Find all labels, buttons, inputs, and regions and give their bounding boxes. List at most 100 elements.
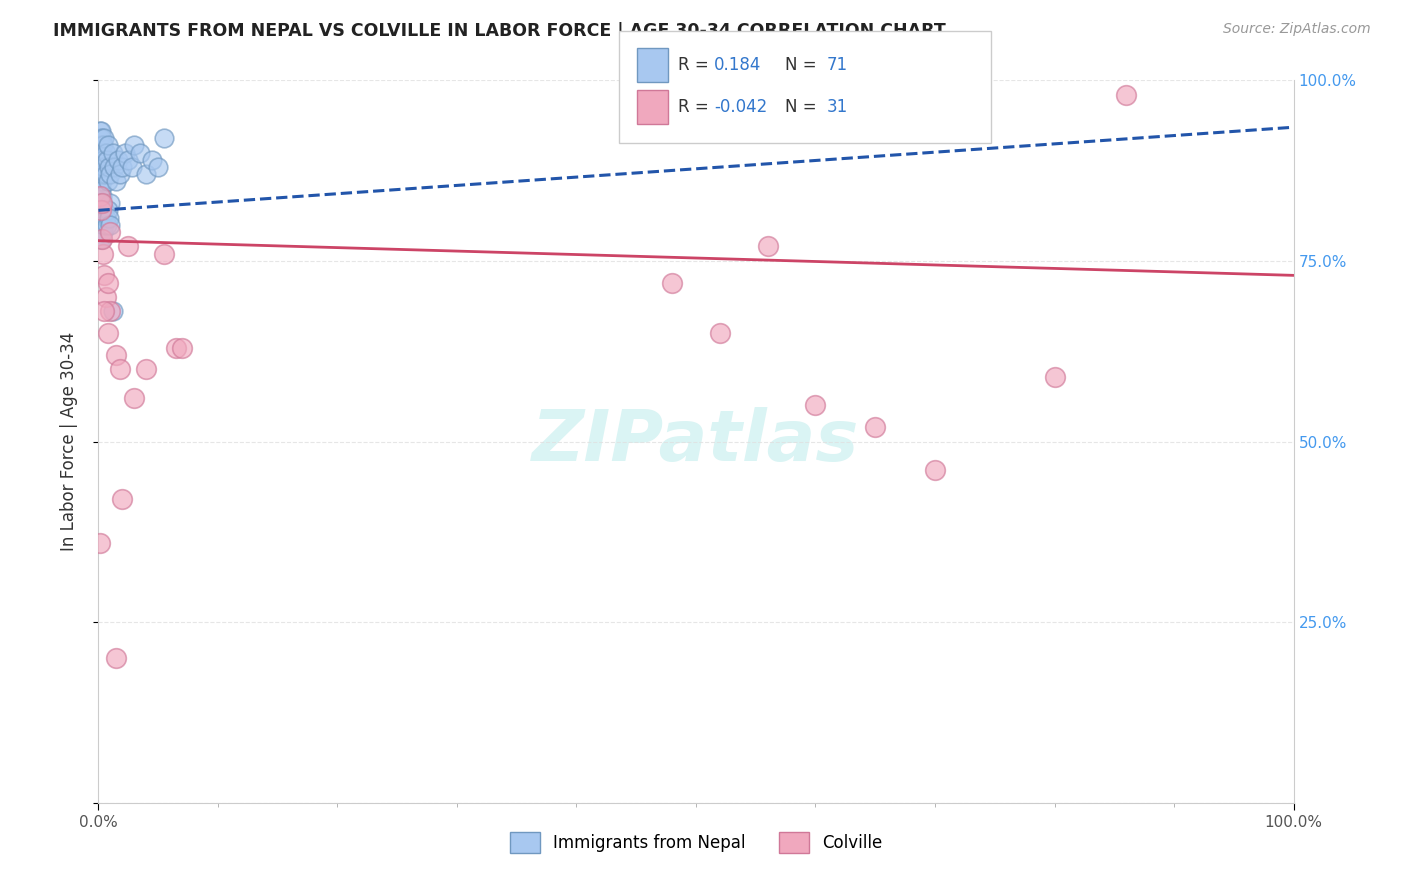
Point [93,304,115,318]
Point [98,196,122,211]
Point [91,203,114,218]
Point [98,160,121,174]
Point [89,145,111,160]
Point [124,138,146,153]
Point [93,218,115,232]
Text: N =: N = [785,98,821,116]
Point [111,160,134,174]
Point [661,276,683,290]
Point [98,211,121,225]
Point [97,138,120,153]
Point [98,167,122,181]
Point [129,145,152,160]
Point [101,145,124,160]
Point [1043,369,1066,384]
Point [91,174,114,188]
Point [124,391,146,405]
Point [91,138,114,153]
Point [94,290,117,304]
Point [89,225,111,239]
Point [111,492,134,507]
Point [93,160,115,174]
Point [94,145,117,160]
Point [91,211,114,225]
Point [105,174,128,188]
Point [89,153,111,167]
Point [91,225,114,239]
Text: 71: 71 [827,56,848,74]
Point [148,160,170,174]
Point [98,225,122,239]
Point [89,203,111,218]
Point [91,167,114,181]
Point [165,341,187,355]
Point [101,304,124,318]
Point [89,160,111,174]
Point [90,225,112,239]
Point [91,246,114,260]
Point [756,239,779,253]
Point [94,167,117,181]
Point [89,167,111,181]
Point [90,153,112,167]
Point [1115,87,1137,102]
Point [153,131,176,145]
Point [91,131,114,145]
Point [709,326,731,340]
Point [91,232,114,246]
Point [90,211,112,225]
Point [96,153,118,167]
Point [117,153,139,167]
Point [865,420,887,434]
Point [89,131,111,145]
Point [97,326,120,340]
Point [89,174,111,188]
Point [90,138,112,153]
Text: IMMIGRANTS FROM NEPAL VS COLVILLE IN LABOR FORCE | AGE 30-34 CORRELATION CHART: IMMIGRANTS FROM NEPAL VS COLVILLE IN LAB… [53,22,946,40]
Point [108,167,131,181]
Text: Source: ZipAtlas.com: Source: ZipAtlas.com [1223,22,1371,37]
Point [103,160,125,174]
Point [91,160,114,174]
Point [98,304,122,318]
Point [90,182,112,196]
Text: 0.184: 0.184 [714,56,762,74]
Text: R =: R = [678,98,714,116]
Point [804,398,827,412]
Point [108,362,131,376]
Point [89,138,111,153]
Point [105,348,128,362]
Point [96,218,118,232]
Text: R =: R = [678,56,714,74]
Point [91,145,114,160]
Point [91,189,114,203]
Point [89,189,111,203]
Point [121,160,143,174]
Point [94,211,117,225]
Point [90,196,112,211]
Point [89,124,111,138]
Point [924,463,946,477]
Point [105,651,128,665]
Point [91,232,114,246]
Point [90,203,112,218]
Point [117,239,139,253]
Text: 31: 31 [827,98,848,116]
Point [93,268,115,283]
Point [89,232,111,246]
Point [93,203,115,218]
Point [135,167,157,181]
Point [97,174,120,188]
Point [135,362,157,376]
Point [107,153,129,167]
Text: -0.042: -0.042 [714,98,768,116]
Point [90,211,112,225]
Point [98,218,122,232]
Point [91,153,114,167]
Point [93,131,115,145]
Point [141,153,163,167]
Point [90,196,112,211]
Point [89,182,111,196]
Point [90,167,112,181]
Point [89,218,111,232]
